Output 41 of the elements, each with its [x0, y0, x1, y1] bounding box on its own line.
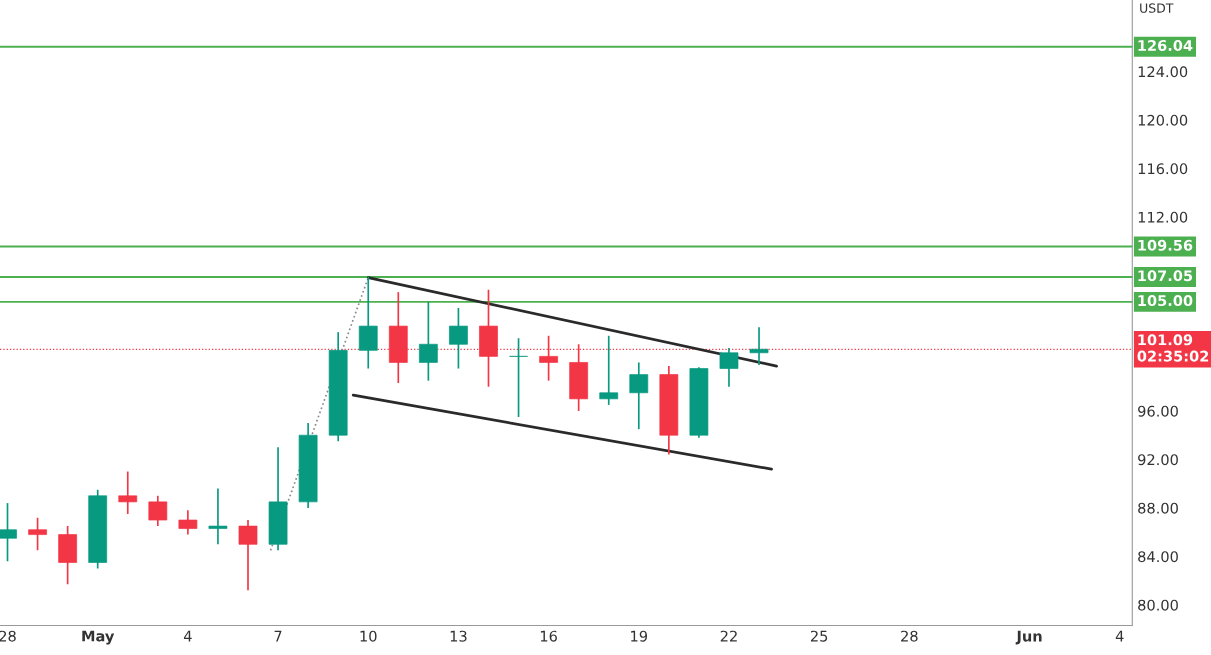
x-tick-label: 19 [631, 630, 648, 642]
ref-line-label: 101.09 02:35:02 [1137, 334, 1209, 362]
candlestick [118, 470, 138, 515]
candlestick [148, 494, 168, 527]
candlestick [749, 326, 769, 366]
x-tick-label: May [82, 630, 115, 645]
candlestick [509, 337, 528, 418]
y-tick-label: 116.00 [1138, 163, 1188, 175]
y-tick-label: 112.00 [1138, 211, 1188, 223]
y-tick-label: 88.00 [1138, 502, 1178, 514]
x-tick-label: 4 [1115, 630, 1124, 642]
x-tick-label: 13 [450, 630, 467, 642]
x-tick-label: 16 [540, 630, 557, 642]
x-tick-label: 7 [274, 630, 282, 642]
y-tick-label: 124.00 [1138, 66, 1188, 78]
x-tick-label: Jun [1015, 630, 1042, 645]
y-tick-label: 84.00 [1138, 551, 1178, 563]
candlestick [419, 301, 438, 382]
text: USDT [1140, 3, 1174, 13]
candlestick [238, 519, 258, 592]
candlestick [449, 307, 468, 370]
y-tick-label: 80.00 [1138, 599, 1178, 611]
x-tick-label: 28 [0, 630, 16, 642]
candlestick [599, 334, 619, 406]
ref-line-label: 105.00 [1138, 295, 1193, 307]
x-tick-label: 22 [720, 630, 737, 642]
y-tick-label: 120.00 [1138, 114, 1188, 126]
candlestick [178, 509, 198, 536]
y-tick-label: 92.00 [1138, 454, 1178, 466]
candlestick [719, 347, 739, 388]
ref-line-label: 109.56 [1138, 239, 1193, 251]
candlestick [28, 516, 47, 552]
x-tick-label: 28 [901, 630, 918, 642]
y-tick-label: 96.00 [1138, 405, 1178, 417]
x-tick-label: 25 [810, 630, 828, 642]
x-tick-label: 10 [360, 630, 377, 642]
candlestick [629, 361, 649, 430]
ref-line-label: 126.04 [1138, 39, 1193, 52]
x-tick-label: 4 [183, 630, 192, 642]
candlestick [208, 487, 228, 546]
ref-line-label: 107.05 [1138, 270, 1193, 282]
